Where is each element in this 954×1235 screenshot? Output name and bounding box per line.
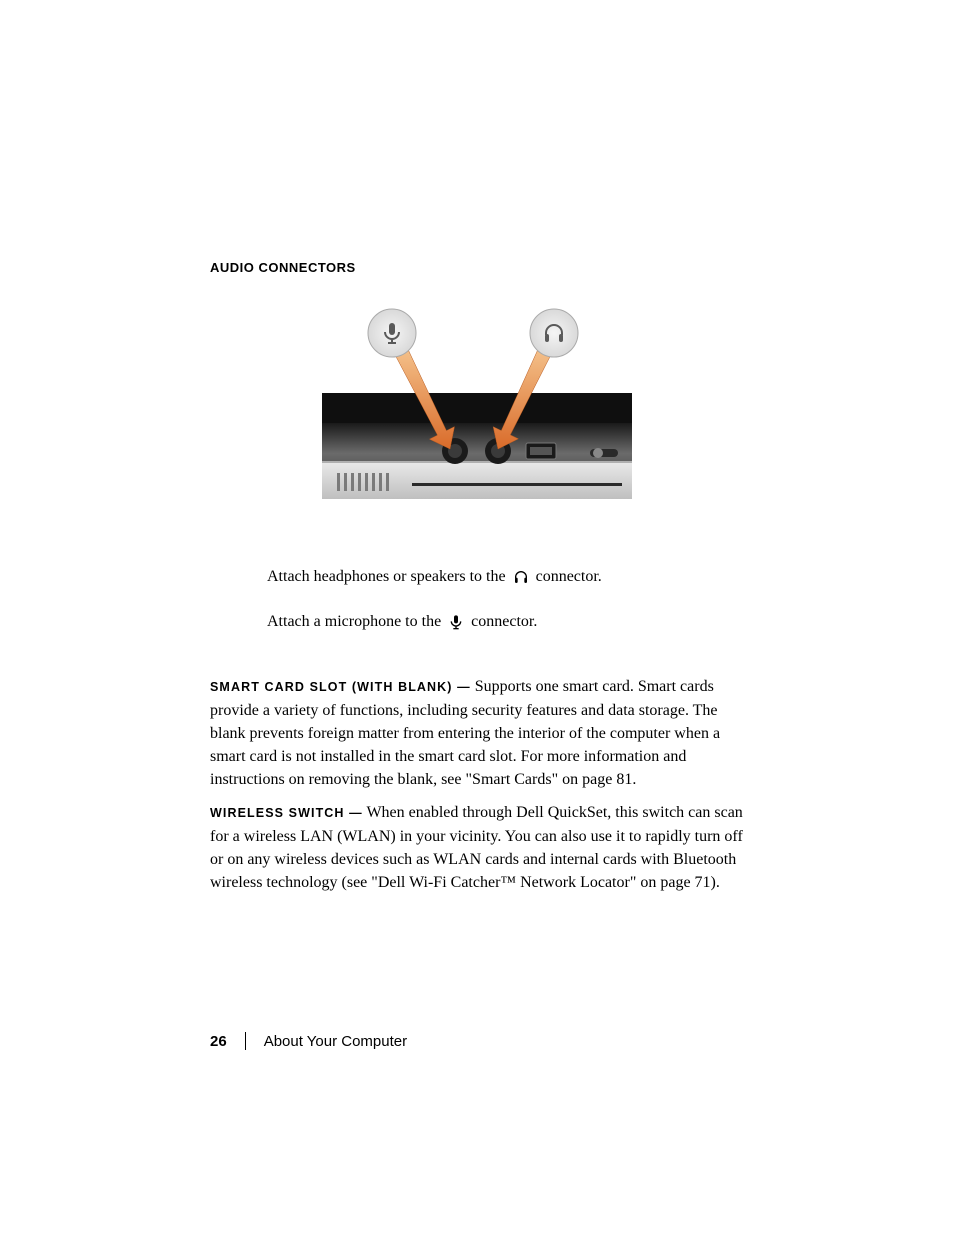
footer-separator: [245, 1032, 246, 1050]
caption-mic-pre: Attach a microphone to the: [267, 608, 441, 635]
audio-connectors-figure: [322, 303, 632, 533]
footer-section: About Your Computer: [264, 1033, 407, 1050]
caption-hp-post: connector.: [536, 563, 602, 590]
caption-headphones: Attach headphones or speakers to the con…: [267, 563, 687, 590]
caption-mic-post: connector.: [471, 608, 537, 635]
para-wireless: WIRELESS SWITCH — When enabled through D…: [210, 801, 744, 894]
para-smart-card: SMART CARD SLOT (WITH BLANK) — Supports …: [210, 675, 744, 791]
caption-microphone: Attach a microphone to the connector.: [267, 608, 687, 635]
text-smart-card: Supports one smart card. Smart cards pro…: [210, 678, 720, 788]
headphones-icon: [512, 568, 530, 586]
caption-hp-pre: Attach headphones or speakers to the: [267, 563, 506, 590]
runin-wireless: WIRELESS SWITCH —: [210, 806, 363, 820]
heading-audio-connectors: AUDIO CONNECTORS: [210, 260, 744, 275]
page-number: 26: [210, 1033, 227, 1050]
microphone-icon: [447, 613, 465, 631]
page: AUDIO CONNECTORS Attach headphones or sp…: [0, 0, 954, 1235]
page-footer: 26 About Your Computer: [210, 1032, 407, 1050]
audio-connectors-svg: [322, 303, 632, 533]
runin-smart-card: SMART CARD SLOT (WITH BLANK) —: [210, 680, 471, 694]
caption-block: Attach headphones or speakers to the con…: [267, 563, 687, 635]
